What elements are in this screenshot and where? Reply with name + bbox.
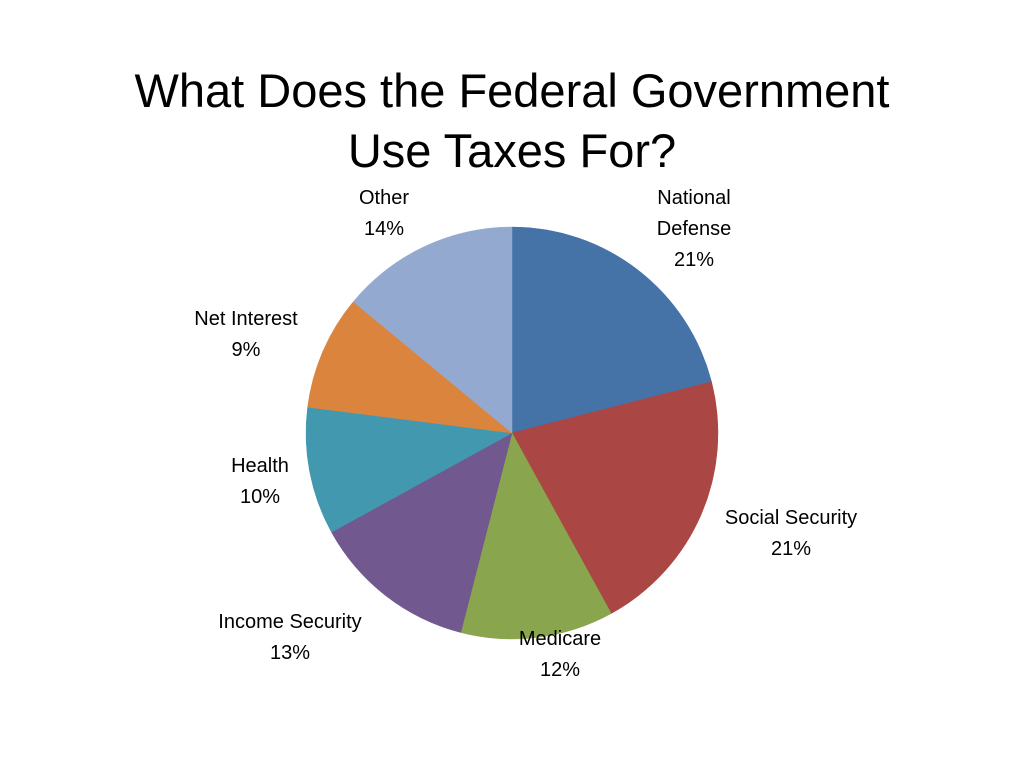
pie-label-name: Medicare (519, 628, 601, 650)
pie-slices (305, 226, 719, 640)
pie-label-net-interest: Net Interest 9% (194, 308, 298, 361)
pie-label-value: 14% (364, 218, 404, 240)
pie-labels: National Defense 21% Social Security 21% Medi… (194, 187, 857, 681)
pie-label-value: 9% (232, 339, 261, 361)
pie-label-value: 13% (270, 642, 310, 664)
slide-title-line-2: Use Taxes For? (347, 124, 677, 178)
pie-label-national-defense: National Defense 21% (657, 187, 732, 271)
pie-label-value: 10% (240, 486, 280, 508)
pie-label-income-security: Income Security 13% (218, 611, 361, 664)
pie-label-name: Other (359, 187, 409, 209)
pie-slice-medicare (460, 432, 612, 640)
pie-label-other: Other 14% (359, 187, 409, 240)
pie-label-health: Health 10% (231, 455, 289, 508)
pie-label-name: Net Interest (194, 308, 298, 330)
pie-label-value: 21% (674, 249, 714, 271)
slide-title: What Does the Federal Government Use Tax… (0, 61, 1024, 181)
pie-slice-health (305, 406, 513, 533)
pie-slice-other (352, 226, 513, 434)
pie-label-value: 12% (540, 659, 580, 681)
pie-label-name: National (657, 187, 730, 209)
pie-slice-national-defense (511, 226, 712, 434)
pie-slice-net-interest (307, 301, 513, 434)
pie-label-name: Income Security (218, 611, 361, 633)
pie-label-name: Social Security (725, 507, 857, 529)
slide-title-line-1: What Does the Federal Government (134, 64, 890, 118)
pie-label-medicare: Medicare 12% (519, 628, 601, 681)
pie-slice-social-security (511, 381, 719, 614)
pie-slice-income-security (331, 432, 513, 633)
pie-label-name: Health (231, 455, 289, 477)
pie-label-name: Defense (657, 218, 732, 240)
pie-label-value: 21% (771, 538, 811, 560)
pie-label-social-security: Social Security 21% (725, 507, 857, 560)
